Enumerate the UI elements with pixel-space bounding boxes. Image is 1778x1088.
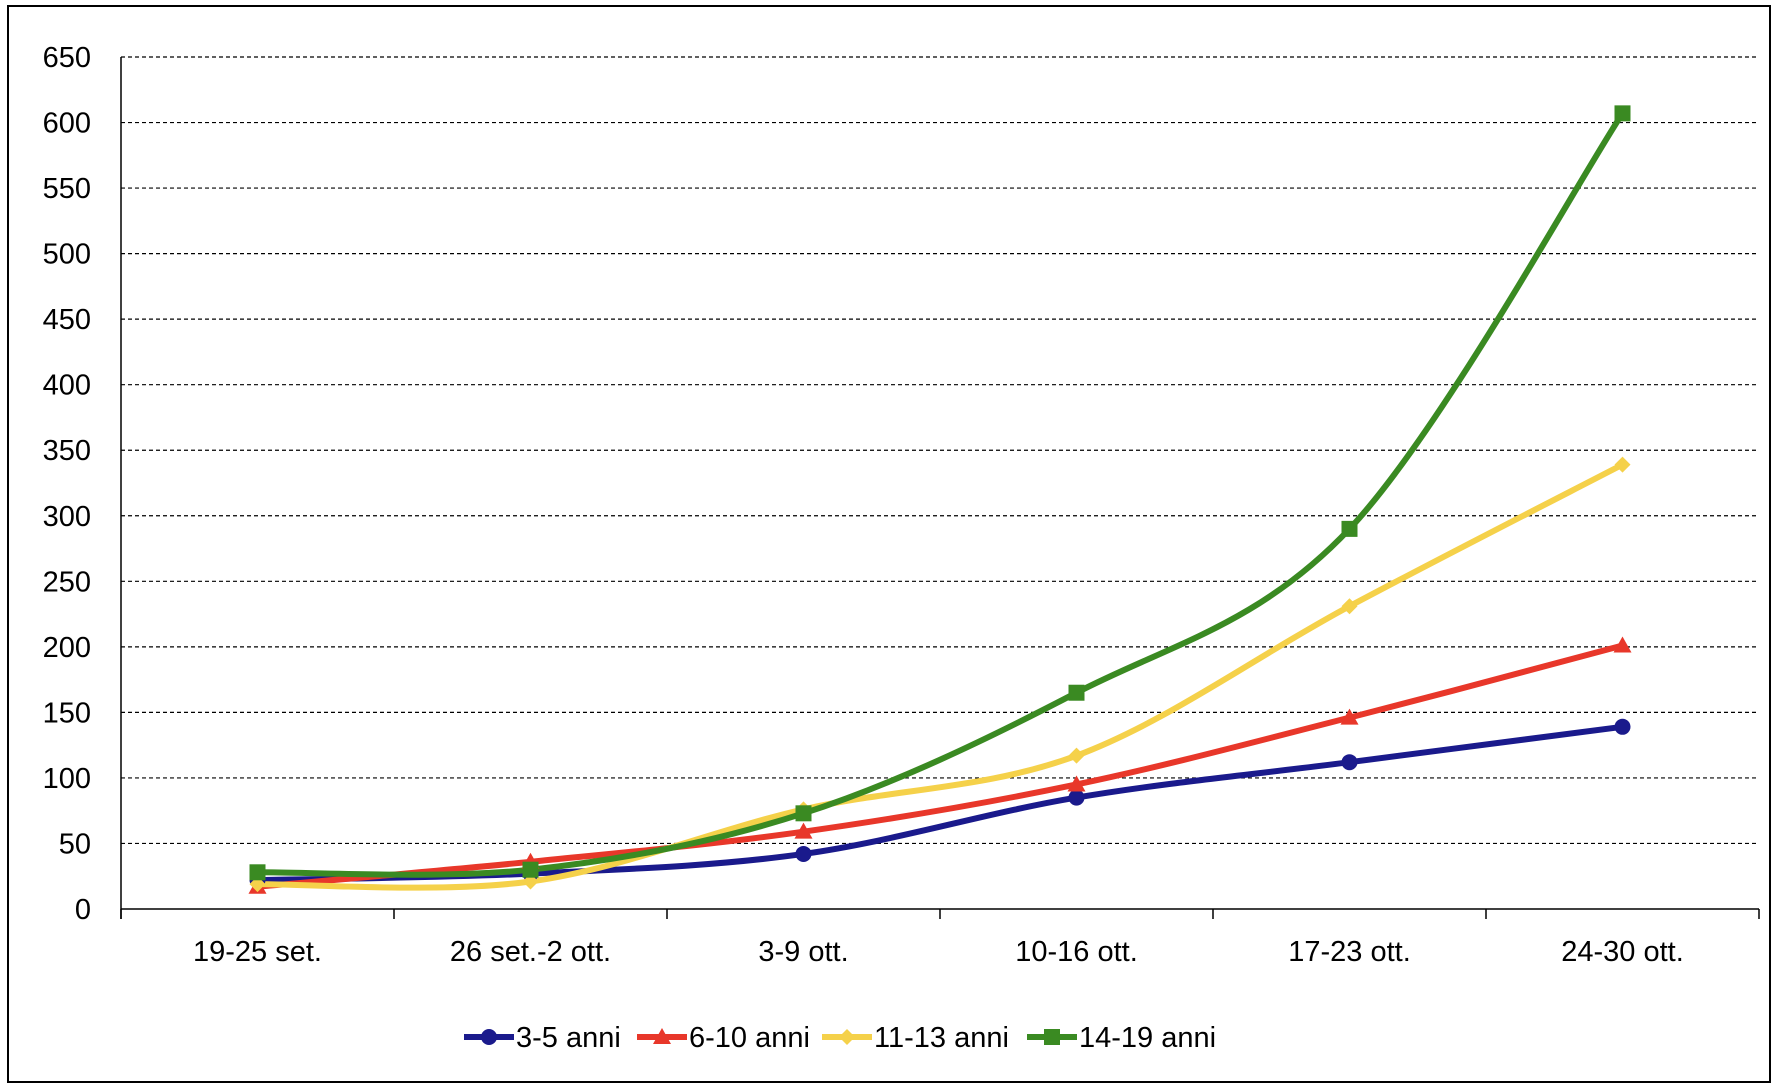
data-point-14-19-anni — [249, 864, 266, 881]
y-tick-label: 650 — [43, 42, 91, 74]
legend-item-6-10-anni: 6-10 anni — [637, 1022, 810, 1054]
legend-item-11-13-anni: 11-13 anni — [822, 1022, 1009, 1054]
series-line-11-13-anni — [254, 461, 1626, 891]
chart-frame: 0 50 100 150 200 250 300 350 400 450 500 550 600 650 1… — [7, 5, 1771, 1083]
y-tick-label: 450 — [43, 304, 91, 336]
data-point-3-5-anni — [1068, 789, 1085, 806]
legend-label: 6-10 anni — [689, 1022, 810, 1054]
y-tick-label: 250 — [43, 566, 91, 598]
legend-marker-swatch — [653, 1028, 671, 1044]
y-tick-label: 600 — [43, 108, 91, 140]
data-point-14-19-anni — [1614, 105, 1631, 122]
legend-item-14-19-anni: 14-19 anni — [1027, 1022, 1216, 1054]
data-point-3-5-anni — [795, 845, 812, 862]
x-tick-label: 26 set.-2 ott. — [450, 936, 611, 968]
y-tick-label: 0 — [75, 894, 91, 926]
y-tick-label: 200 — [43, 632, 91, 664]
legend-item-3-5-anni: 3-5 anni — [464, 1022, 621, 1054]
data-point-11-13-anni — [1068, 747, 1085, 764]
y-tick-label: 550 — [43, 173, 91, 205]
data-point-11-13-anni — [1341, 598, 1358, 615]
data-point-6-10-anni — [1613, 636, 1632, 653]
data-point-3-5-anni — [1614, 718, 1631, 735]
x-tick-label: 3-9 ott. — [758, 936, 848, 968]
y-tick-label: 50 — [59, 828, 91, 860]
line-chart: 0 50 100 150 200 250 300 350 400 450 500 550 600 650 1… — [43, 42, 1760, 1054]
legend-label: 14-19 anni — [1079, 1022, 1216, 1054]
series-lines — [254, 110, 1626, 891]
data-point-11-13-anni — [1614, 456, 1631, 473]
legend-marker-swatch — [839, 1029, 855, 1045]
data-point-14-19-anni — [522, 861, 539, 878]
data-point-14-19-anni — [795, 805, 812, 822]
data-point-3-5-anni — [1341, 754, 1358, 771]
y-tick-label: 150 — [43, 697, 91, 729]
legend-label: 3-5 anni — [516, 1022, 621, 1054]
series-line-3-5-anni — [254, 723, 1626, 884]
x-tick-label: 19-25 set. — [193, 936, 322, 968]
y-tick-label: 400 — [43, 370, 91, 402]
y-tick-label: 500 — [43, 239, 91, 271]
y-tick-label: 350 — [43, 435, 91, 467]
data-point-6-10-anni — [794, 822, 813, 839]
series-markers — [248, 105, 1632, 894]
axes: 0 50 100 150 200 250 300 350 400 450 500 550 600 650 1… — [43, 42, 1760, 968]
data-point-14-19-anni — [1341, 520, 1358, 537]
series-line-14-19-anni — [254, 110, 1626, 878]
legend-marker-swatch — [1044, 1029, 1060, 1045]
x-tick-label: 24-30 ott. — [1561, 936, 1684, 968]
data-point-6-10-anni — [1067, 775, 1086, 792]
series-line-6-10-anni — [254, 642, 1626, 890]
y-tick-label: 100 — [43, 763, 91, 795]
data-point-6-10-anni — [1340, 708, 1359, 725]
gridlines — [121, 56, 1759, 845]
x-tick-label: 17-23 ott. — [1288, 936, 1411, 968]
y-tick-label: 300 — [43, 501, 91, 533]
legend-marker-swatch — [481, 1029, 497, 1045]
data-point-14-19-anni — [1068, 684, 1085, 701]
x-tick-label: 10-16 ott. — [1015, 936, 1138, 968]
legend: 3-5 anni 6-10 anni 11-13 anni 14-19 anni — [464, 1022, 1216, 1054]
legend-label: 11-13 anni — [874, 1022, 1009, 1054]
